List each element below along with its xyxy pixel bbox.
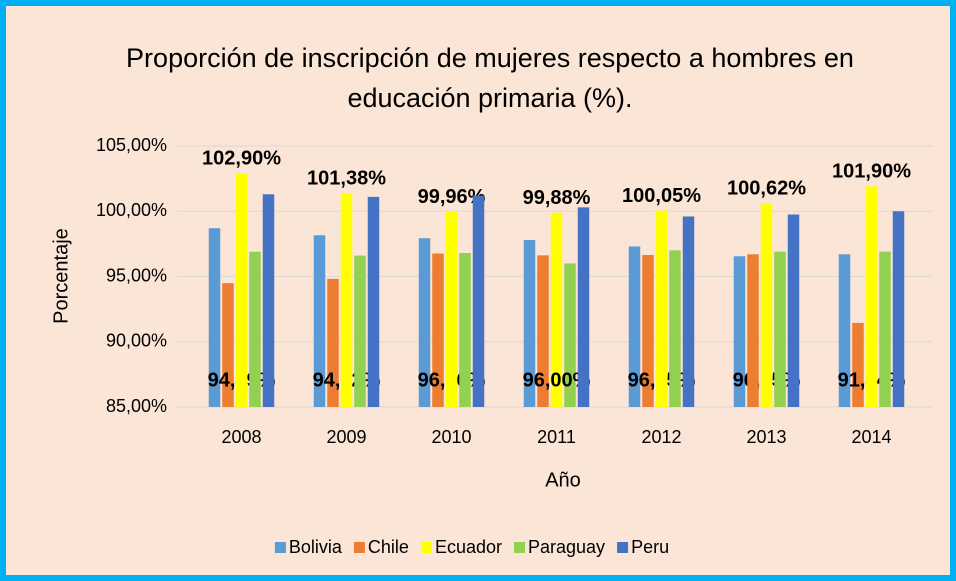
bar <box>865 186 878 407</box>
bar <box>733 256 746 407</box>
x-tick-label: 2010 <box>431 427 471 447</box>
bar <box>327 278 339 407</box>
y-tick-label: 90,00% <box>106 331 167 351</box>
bar <box>208 228 221 407</box>
bar <box>354 255 366 407</box>
legend-swatch <box>353 542 365 553</box>
bar <box>760 203 773 407</box>
bar <box>879 251 891 407</box>
bar <box>669 250 681 407</box>
bar <box>445 211 458 407</box>
y-tick-label: 85,00% <box>106 396 167 416</box>
data-label: 100,05% <box>622 185 701 207</box>
x-tick-label: 2011 <box>537 427 576 447</box>
data-label: 96,00% <box>523 369 591 391</box>
chart-title: Proporción de inscripción de mujeres res… <box>126 43 854 113</box>
bar <box>222 283 234 407</box>
bar <box>655 210 668 407</box>
bar <box>262 194 275 407</box>
data-label: 101,90% <box>832 161 911 183</box>
bar <box>459 253 471 407</box>
x-tick-label: 2009 <box>326 427 366 447</box>
x-tick-label: 2008 <box>221 427 261 447</box>
legend-label: Bolivia <box>289 537 343 557</box>
y-tick-label: 100,00% <box>96 200 167 220</box>
y-tick-label: 105,00% <box>96 135 167 155</box>
bar <box>249 251 261 407</box>
bar <box>628 246 641 407</box>
legend-label: Chile <box>368 537 409 557</box>
legend-swatch <box>274 542 286 553</box>
bar <box>523 239 536 407</box>
bar <box>550 212 563 407</box>
bar <box>472 195 485 407</box>
data-label: 99,96% <box>418 186 486 208</box>
bar <box>418 238 431 407</box>
data-label: 99,88% <box>523 187 591 209</box>
legend-label: Peru <box>631 537 669 557</box>
bar <box>787 214 800 407</box>
data-label: 101,38% <box>307 168 386 190</box>
bar <box>642 254 654 407</box>
legend-swatch <box>617 542 629 553</box>
bar <box>577 207 590 407</box>
data-label: 102,90% <box>202 148 281 170</box>
bar <box>235 173 248 407</box>
data-label: 100,62% <box>727 177 806 199</box>
bar <box>367 196 380 407</box>
bar <box>682 216 695 407</box>
x-axis-title: Año <box>545 469 581 491</box>
legend-label: Ecuador <box>435 537 502 557</box>
bar <box>537 255 549 407</box>
x-tick-label: 2014 <box>851 427 891 447</box>
x-tick-label: 2013 <box>746 427 786 447</box>
legend-swatch <box>514 542 526 553</box>
legend-swatch <box>420 542 432 553</box>
bar <box>892 211 905 407</box>
bar <box>774 251 786 407</box>
y-tick-label: 95,00% <box>106 265 167 285</box>
bar <box>432 253 444 407</box>
bar <box>747 254 759 407</box>
bar <box>852 322 864 407</box>
legend-label: Paraguay <box>528 537 605 557</box>
bar <box>313 235 326 407</box>
bar <box>838 254 851 407</box>
y-axis-title: Porcentaje <box>50 228 72 324</box>
x-tick-label: 2012 <box>641 427 681 447</box>
bar <box>340 193 353 407</box>
bar <box>564 263 576 407</box>
